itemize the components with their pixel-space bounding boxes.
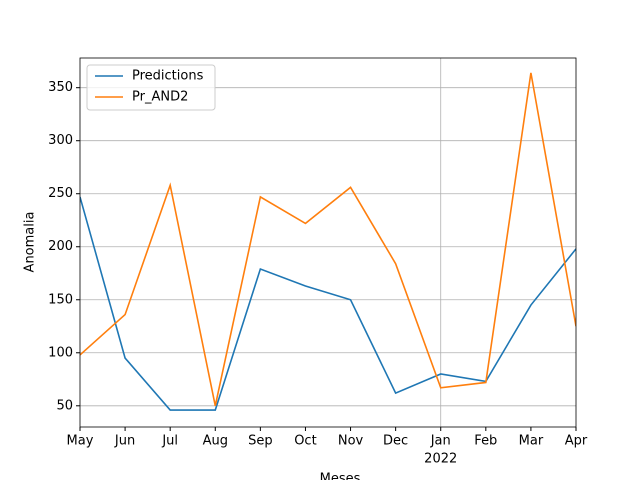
x-axis-label: Meses <box>320 472 361 480</box>
y-tick-label: 300 <box>48 133 73 148</box>
x-tick-label: Aug <box>203 434 228 449</box>
y-tick-label: 350 <box>48 80 73 95</box>
y-axis-label: Anomalia <box>23 212 38 273</box>
legend-label: Predictions <box>132 69 204 84</box>
x-tick-label: Jul <box>161 434 178 449</box>
y-tick-label: 50 <box>56 398 73 413</box>
x-tick-label: Sep <box>248 434 273 449</box>
series-line <box>80 196 576 411</box>
x-tick-label: Jun <box>114 434 135 449</box>
x-tick-label: Oct <box>294 434 316 449</box>
plot-frame <box>79 57 577 428</box>
x-tick-label: May <box>67 434 94 449</box>
x-tick-label: Feb <box>474 434 497 449</box>
series-line <box>80 72 576 406</box>
x-year-label: 2022 <box>424 452 457 467</box>
x-tick-label: Nov <box>338 434 364 449</box>
x-tick-label: Dec <box>383 434 408 449</box>
y-tick-label: 200 <box>48 239 73 254</box>
x-tick-label: Jan <box>430 434 451 449</box>
y-tick-label: 250 <box>48 186 73 201</box>
y-tick-label: 100 <box>48 345 73 360</box>
grid <box>80 58 576 427</box>
y-tick-label: 150 <box>48 292 73 307</box>
legend-label: Pr_AND2 <box>132 90 188 105</box>
x-tick-label: Apr <box>565 434 588 449</box>
x-tick-label: Mar <box>519 434 544 449</box>
